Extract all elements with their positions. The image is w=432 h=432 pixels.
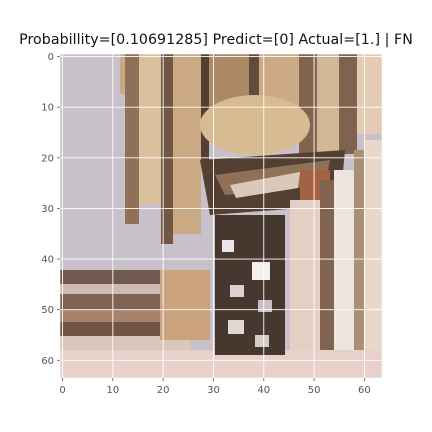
- y-tick-label: 0: [48, 52, 54, 63]
- grid-lines: [60, 54, 382, 378]
- y-tick-label: 20: [41, 153, 54, 164]
- x-tick-label: 0: [59, 385, 65, 396]
- x-tick-label: 50: [308, 385, 321, 396]
- y-tick-label: 10: [41, 103, 54, 114]
- plot-title: Probabillity=[0.10691285] Predict=[0] Ac…: [19, 32, 413, 48]
- y-tick-label: 40: [41, 255, 54, 266]
- x-axis-ticks: 0 10 20 30 40 50 60: [59, 378, 371, 396]
- x-tick-label: 20: [157, 385, 170, 396]
- y-tick-label: 30: [41, 204, 54, 215]
- y-tick-label: 50: [41, 305, 54, 316]
- axes-frame: [59, 53, 383, 379]
- y-axis-ticks: 0 10 20 30 40 50 60: [41, 52, 60, 367]
- x-tick-label: 60: [358, 385, 371, 396]
- x-tick-label: 10: [106, 385, 119, 396]
- y-tick-label: 60: [41, 356, 54, 367]
- photo-image: [60, 54, 382, 378]
- x-tick-label: 30: [207, 385, 220, 396]
- x-tick-label: 40: [257, 385, 270, 396]
